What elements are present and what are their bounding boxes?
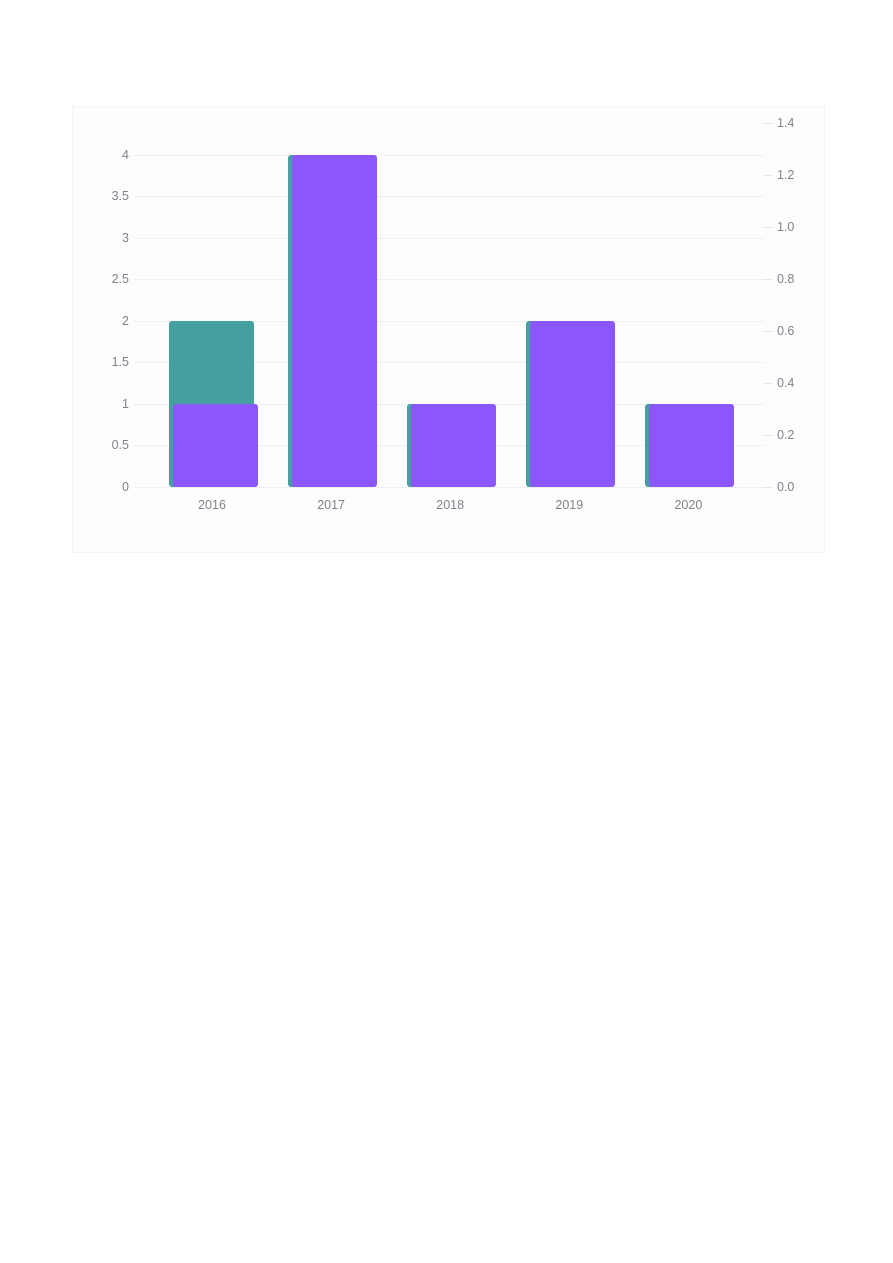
- left-axis-tick-label: 2: [122, 313, 129, 328]
- left-axis-tick-label: 3: [122, 230, 129, 245]
- gridline: [134, 154, 764, 156]
- gridline: [134, 196, 764, 198]
- left-axis-tick-label: 2.5: [111, 272, 129, 287]
- bar-purple-2019[interactable]: [530, 320, 616, 488]
- right-axis-tick-mark: [764, 330, 772, 332]
- gridline: [134, 320, 764, 322]
- right-axis-tick-label: 0.0: [777, 479, 795, 494]
- bar-purple-2018[interactable]: [411, 403, 497, 488]
- right-axis-tick-mark: [764, 434, 772, 436]
- left-axis-tick-label: 1: [122, 396, 129, 411]
- bar-purple-2016[interactable]: [173, 403, 258, 488]
- chart-card: 0 0.5 1 1.5 2 2.5 3 3.5 4 0.0 0.2 0.4 0.6 0.8 1.0 1.2 1.…: [72, 106, 825, 553]
- right-axis-tick-mark: [764, 226, 772, 228]
- right-axis-tick-mark: [764, 174, 772, 176]
- gridline: [134, 279, 764, 281]
- right-axis-tick-label: 0.2: [777, 427, 795, 442]
- right-axis-tick-mark: [764, 486, 772, 488]
- right-axis-tick-label: 0.8: [777, 271, 795, 286]
- right-axis-tick-label: 1.4: [777, 116, 795, 130]
- left-axis-tick-label: 3.5: [111, 189, 129, 204]
- gridline: [134, 362, 764, 364]
- x-axis-tick-label: 2018: [436, 497, 465, 512]
- bar-purple-2017[interactable]: [292, 154, 378, 488]
- right-axis-tick-label: 1.0: [777, 219, 795, 234]
- x-axis-tick-label: 2016: [198, 497, 226, 512]
- right-axis-tick-label: 0.6: [777, 323, 795, 338]
- left-axis-tick-label: 0.5: [111, 438, 129, 453]
- x-axis-tick-label: 2017: [317, 497, 345, 512]
- right-axis-tick-mark: [764, 278, 772, 280]
- left-axis-tick-label: 1.5: [111, 355, 129, 370]
- x-axis-tick-label: 2020: [674, 497, 703, 512]
- right-axis-tick-mark: [764, 382, 772, 384]
- right-axis-tick-mark: [764, 123, 772, 124]
- gridline: [134, 237, 764, 239]
- left-axis-tick-label: 4: [122, 147, 129, 162]
- right-axis-tick-label: 1.2: [777, 167, 795, 182]
- left-axis-tick-label: 0: [122, 479, 129, 494]
- right-axis-tick-label: 0.4: [777, 375, 795, 390]
- plot-area: 0 0.5 1 1.5 2 2.5 3 3.5 4 0.0 0.2 0.4 0.6 0.8 1.0 1.2 1.…: [73, 107, 824, 552]
- x-axis-tick-label: 2019: [555, 497, 584, 512]
- bar-purple-2020[interactable]: [649, 403, 735, 488]
